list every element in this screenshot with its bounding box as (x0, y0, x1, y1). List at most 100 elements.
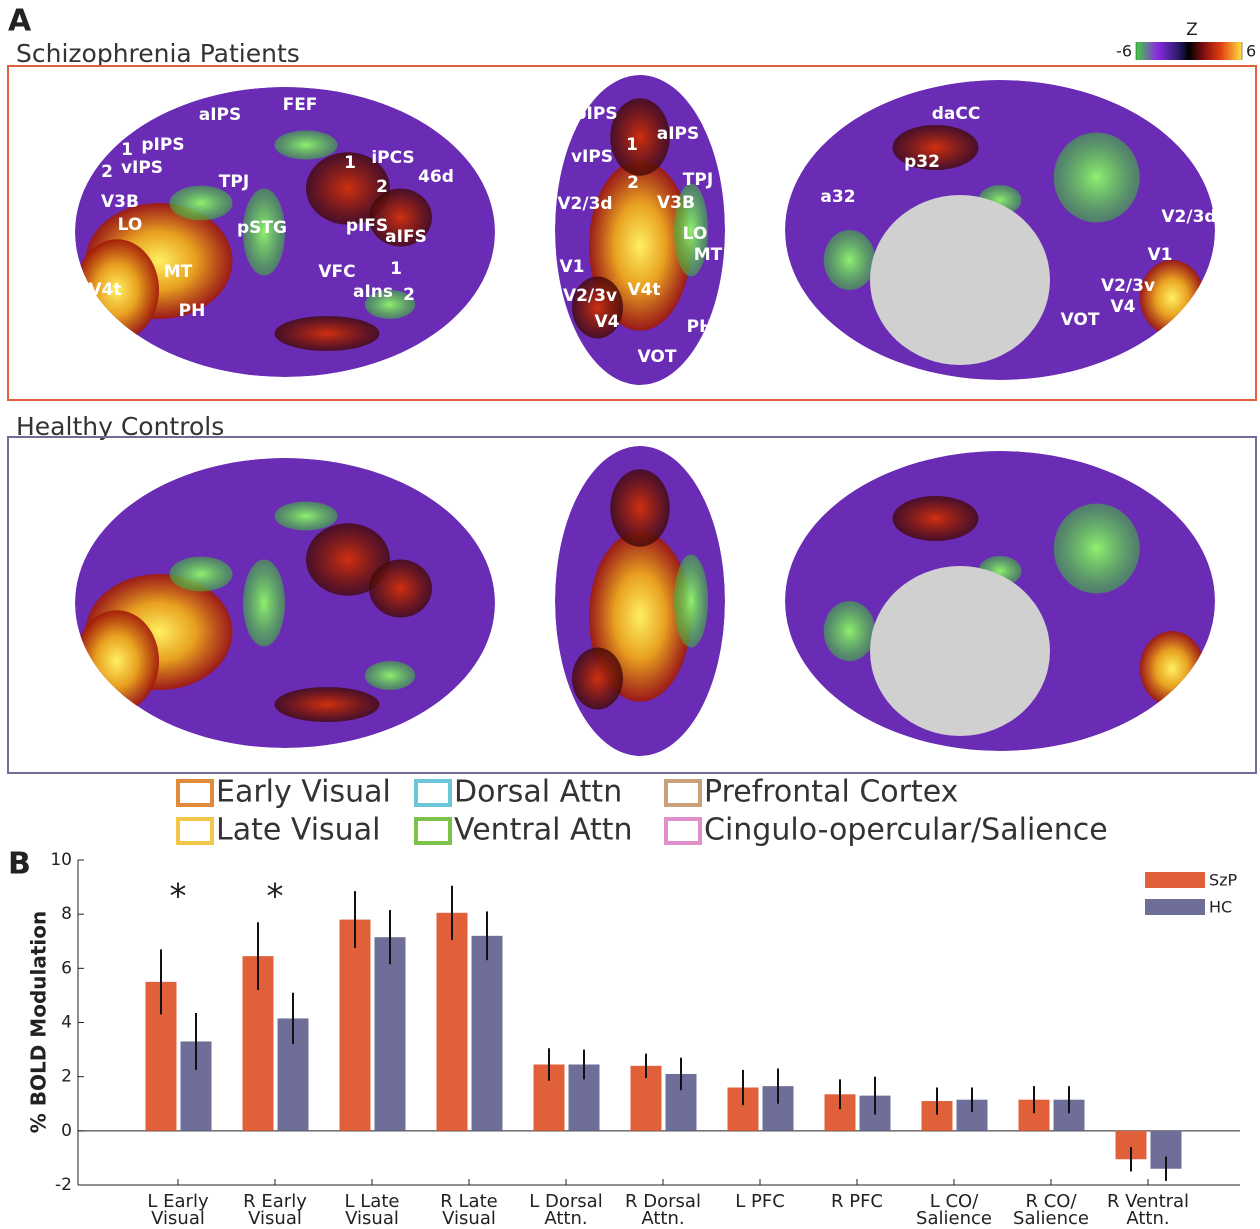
region-label: 1 (626, 135, 638, 155)
x-tick-label: L PFC (712, 1193, 808, 1210)
region-label: V2/3v (1101, 276, 1155, 296)
region-label: VOT (638, 347, 677, 367)
region-label: p32 (904, 152, 940, 172)
region-label: 46d (418, 167, 454, 187)
significance-marker: * (267, 877, 284, 917)
region-label: V2/3v (563, 286, 617, 306)
region-label: TPJ (683, 170, 713, 190)
region-label: 1 (121, 140, 133, 160)
significance-marker: * (170, 877, 187, 917)
activation (275, 131, 338, 160)
legend-swatch (1145, 872, 1205, 888)
activation (75, 610, 159, 712)
region-label: aIns (353, 282, 393, 302)
medial-wall (870, 195, 1050, 365)
activation (170, 557, 233, 592)
region-label: V4t (627, 280, 660, 300)
bar (472, 936, 503, 1131)
activation (1140, 260, 1205, 335)
panel-label: B (8, 847, 31, 882)
region-label: V2/3d (1161, 207, 1216, 227)
legend-label: Dorsal Attn (454, 775, 622, 810)
activation (893, 496, 979, 541)
activation (572, 648, 623, 710)
legend-swatch (416, 819, 450, 843)
y-tick-label: 10 (50, 850, 72, 870)
y-tick-label: -2 (55, 1175, 72, 1195)
region-label: daCC (932, 104, 981, 124)
colorbar (1136, 42, 1242, 60)
region-label: pSTG (237, 218, 287, 238)
colorbar-tick-label: 6 (1246, 42, 1256, 61)
page: {"panel_a": {"label": "A", "groups": [ {… (0, 0, 1260, 1226)
region-label: VFC (318, 262, 355, 282)
region-label: V1 (1148, 245, 1173, 265)
x-tick-label: L CO/ Salience (906, 1193, 1002, 1227)
legend-label: SzP (1209, 871, 1238, 890)
x-tick-label: R Dorsal Attn. (615, 1193, 711, 1227)
activation (365, 661, 415, 690)
region-label: 1 (390, 259, 402, 279)
legend-swatch (178, 819, 212, 843)
legend-label: Prefrontal Cortex (704, 775, 958, 810)
legend-swatch (178, 781, 212, 805)
legend-swatch (416, 781, 450, 805)
activation (275, 502, 338, 531)
bar (375, 937, 406, 1131)
legend-label: Ventral Attn (454, 813, 633, 848)
activation (369, 560, 432, 618)
region-label: V1 (560, 257, 585, 277)
x-tick-label: R Late Visual (421, 1193, 517, 1227)
region-label: iPCS (371, 148, 414, 168)
y-tick-label: 8 (61, 904, 72, 924)
legend-label: HC (1209, 898, 1232, 917)
activation (824, 230, 876, 290)
region-label: V4 (595, 312, 620, 332)
region-label: V4t (88, 280, 121, 300)
x-tick-label: L Late Visual (324, 1193, 420, 1227)
colorbar-title: Z (1186, 20, 1198, 40)
region-label: MT (694, 245, 723, 265)
activation (610, 469, 670, 547)
x-tick-label: R CO/ Salience (1003, 1193, 1099, 1227)
figure: A Schizophrenia Patients Healthy Control… (0, 0, 1260, 1226)
group-title: Schizophrenia Patients (16, 39, 300, 68)
activation (1054, 504, 1140, 594)
y-axis-label: % BOLD Modulation (27, 911, 51, 1134)
region-label: V2/3d (557, 194, 612, 214)
region-label: pIPS (574, 104, 617, 124)
region-label: 2 (403, 285, 415, 305)
region-label: aIPS (199, 105, 242, 125)
brain (75, 458, 495, 748)
legend-label: Early Visual (216, 775, 391, 810)
brain (555, 446, 725, 756)
region-label: vIPS (121, 158, 163, 178)
legend-swatch (666, 781, 700, 805)
y-tick-label: 2 (61, 1067, 72, 1087)
activation (275, 316, 380, 351)
region-label: pIFS (346, 216, 388, 236)
x-tick-label: R PFC (809, 1193, 905, 1210)
x-tick-label: R Ventral Attn. (1100, 1193, 1196, 1227)
activation (243, 560, 285, 647)
region-label: V3B (657, 193, 695, 213)
medial-wall (870, 566, 1050, 736)
activation (1140, 631, 1205, 706)
activation (1054, 133, 1140, 223)
legend-label: Cingulo-opercular/Salience (704, 813, 1108, 848)
region-label: vIPS (571, 147, 613, 167)
legend-label: Late Visual (216, 813, 380, 848)
colorbar-tick-label: -6 (1116, 42, 1132, 61)
region-label: MT (164, 262, 193, 282)
brain (785, 451, 1215, 751)
bar (340, 920, 371, 1131)
region-label: VOT (1061, 310, 1100, 330)
region-label: LO (683, 224, 708, 244)
region-label: PH (179, 301, 206, 321)
region-label: a32 (820, 187, 855, 207)
region-label: FEF (283, 95, 318, 115)
region-label: V4 (1111, 297, 1136, 317)
legend-swatch (666, 819, 700, 843)
region-label: aIFS (385, 227, 427, 247)
brain (785, 80, 1215, 380)
